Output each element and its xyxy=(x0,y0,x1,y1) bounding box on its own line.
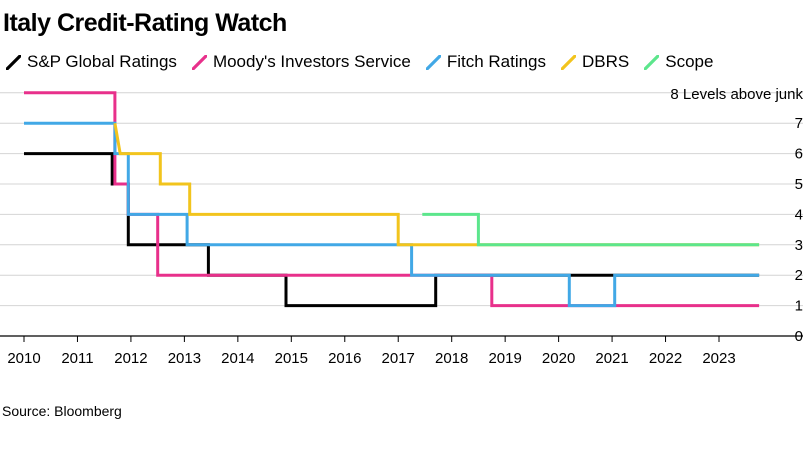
x-tick-label: 2017 xyxy=(382,350,415,367)
y-tick-label: 2 xyxy=(795,267,803,284)
legend-swatch-icon xyxy=(191,54,207,70)
x-tick-label: 2012 xyxy=(114,350,147,367)
source-note: Source: Bloomberg xyxy=(2,403,122,419)
y-tick-label: 4 xyxy=(795,206,803,223)
legend-item-fitch: Fitch Ratings xyxy=(425,52,547,72)
y-tick-label: 1 xyxy=(795,298,803,315)
legend-swatch-icon xyxy=(644,54,660,70)
legend-item-moodys: Moody's Investors Service xyxy=(191,52,411,72)
series-line-5 xyxy=(422,212,760,247)
legend-label: Fitch Ratings xyxy=(446,52,547,71)
series-line-1 xyxy=(24,152,760,308)
y-tick-label: 5 xyxy=(795,176,803,193)
x-tick-label: 2023 xyxy=(702,350,735,367)
y-tick-label: 7 xyxy=(795,115,803,132)
legend-item-dbrs: DBRS xyxy=(561,52,629,72)
legend-label: DBRS xyxy=(582,52,630,71)
legend-label: S&P Global Ratings xyxy=(27,52,177,71)
x-tick-label: 2010 xyxy=(7,350,40,367)
y-axis-note: 8 Levels above junk xyxy=(670,86,803,103)
legend-item-scope: Scope xyxy=(644,52,713,72)
x-tick-label: 2022 xyxy=(649,350,682,367)
legend-label: Scope xyxy=(665,52,714,71)
legend-item-sp: S&P Global Ratings xyxy=(6,52,177,72)
legend-swatch-icon xyxy=(6,54,21,70)
x-tick-label: 2019 xyxy=(488,350,521,367)
x-tick-label: 2020 xyxy=(542,350,575,367)
axes: 0 1 2 3 4 5 6 7 8 Levels above junk 2010 2011 2012 2… xyxy=(0,86,803,367)
x-tick-label: 2015 xyxy=(275,350,308,367)
y-tick-label: 3 xyxy=(795,237,803,254)
series-lines xyxy=(24,91,760,308)
x-tick-label: 2018 xyxy=(435,350,468,367)
series-line-4 xyxy=(113,122,760,247)
y-tick-label: 0 xyxy=(795,328,803,345)
chart-legend: S&P Global Ratings Moody's Investors Ser… xyxy=(6,50,728,74)
gridlines xyxy=(0,92,803,307)
series-line-3 xyxy=(24,121,760,308)
x-tick-label: 2014 xyxy=(221,350,254,367)
legend-swatch-icon xyxy=(561,54,577,70)
x-tick-label: 2016 xyxy=(328,350,361,367)
legend-label: Moody's Investors Service xyxy=(212,52,411,71)
x-tick-label: 2021 xyxy=(595,350,628,367)
line-chart: 0 1 2 3 4 5 6 7 8 Levels above junk 2010 2011 2012 2… xyxy=(0,86,803,367)
series-line-2 xyxy=(24,91,760,308)
chart-title: Italy Credit-Rating Watch xyxy=(3,9,287,37)
x-tick-label: 2011 xyxy=(61,350,93,367)
x-tick-label: 2013 xyxy=(168,350,201,367)
legend-swatch-icon xyxy=(425,54,441,70)
y-tick-label: 6 xyxy=(795,146,803,163)
